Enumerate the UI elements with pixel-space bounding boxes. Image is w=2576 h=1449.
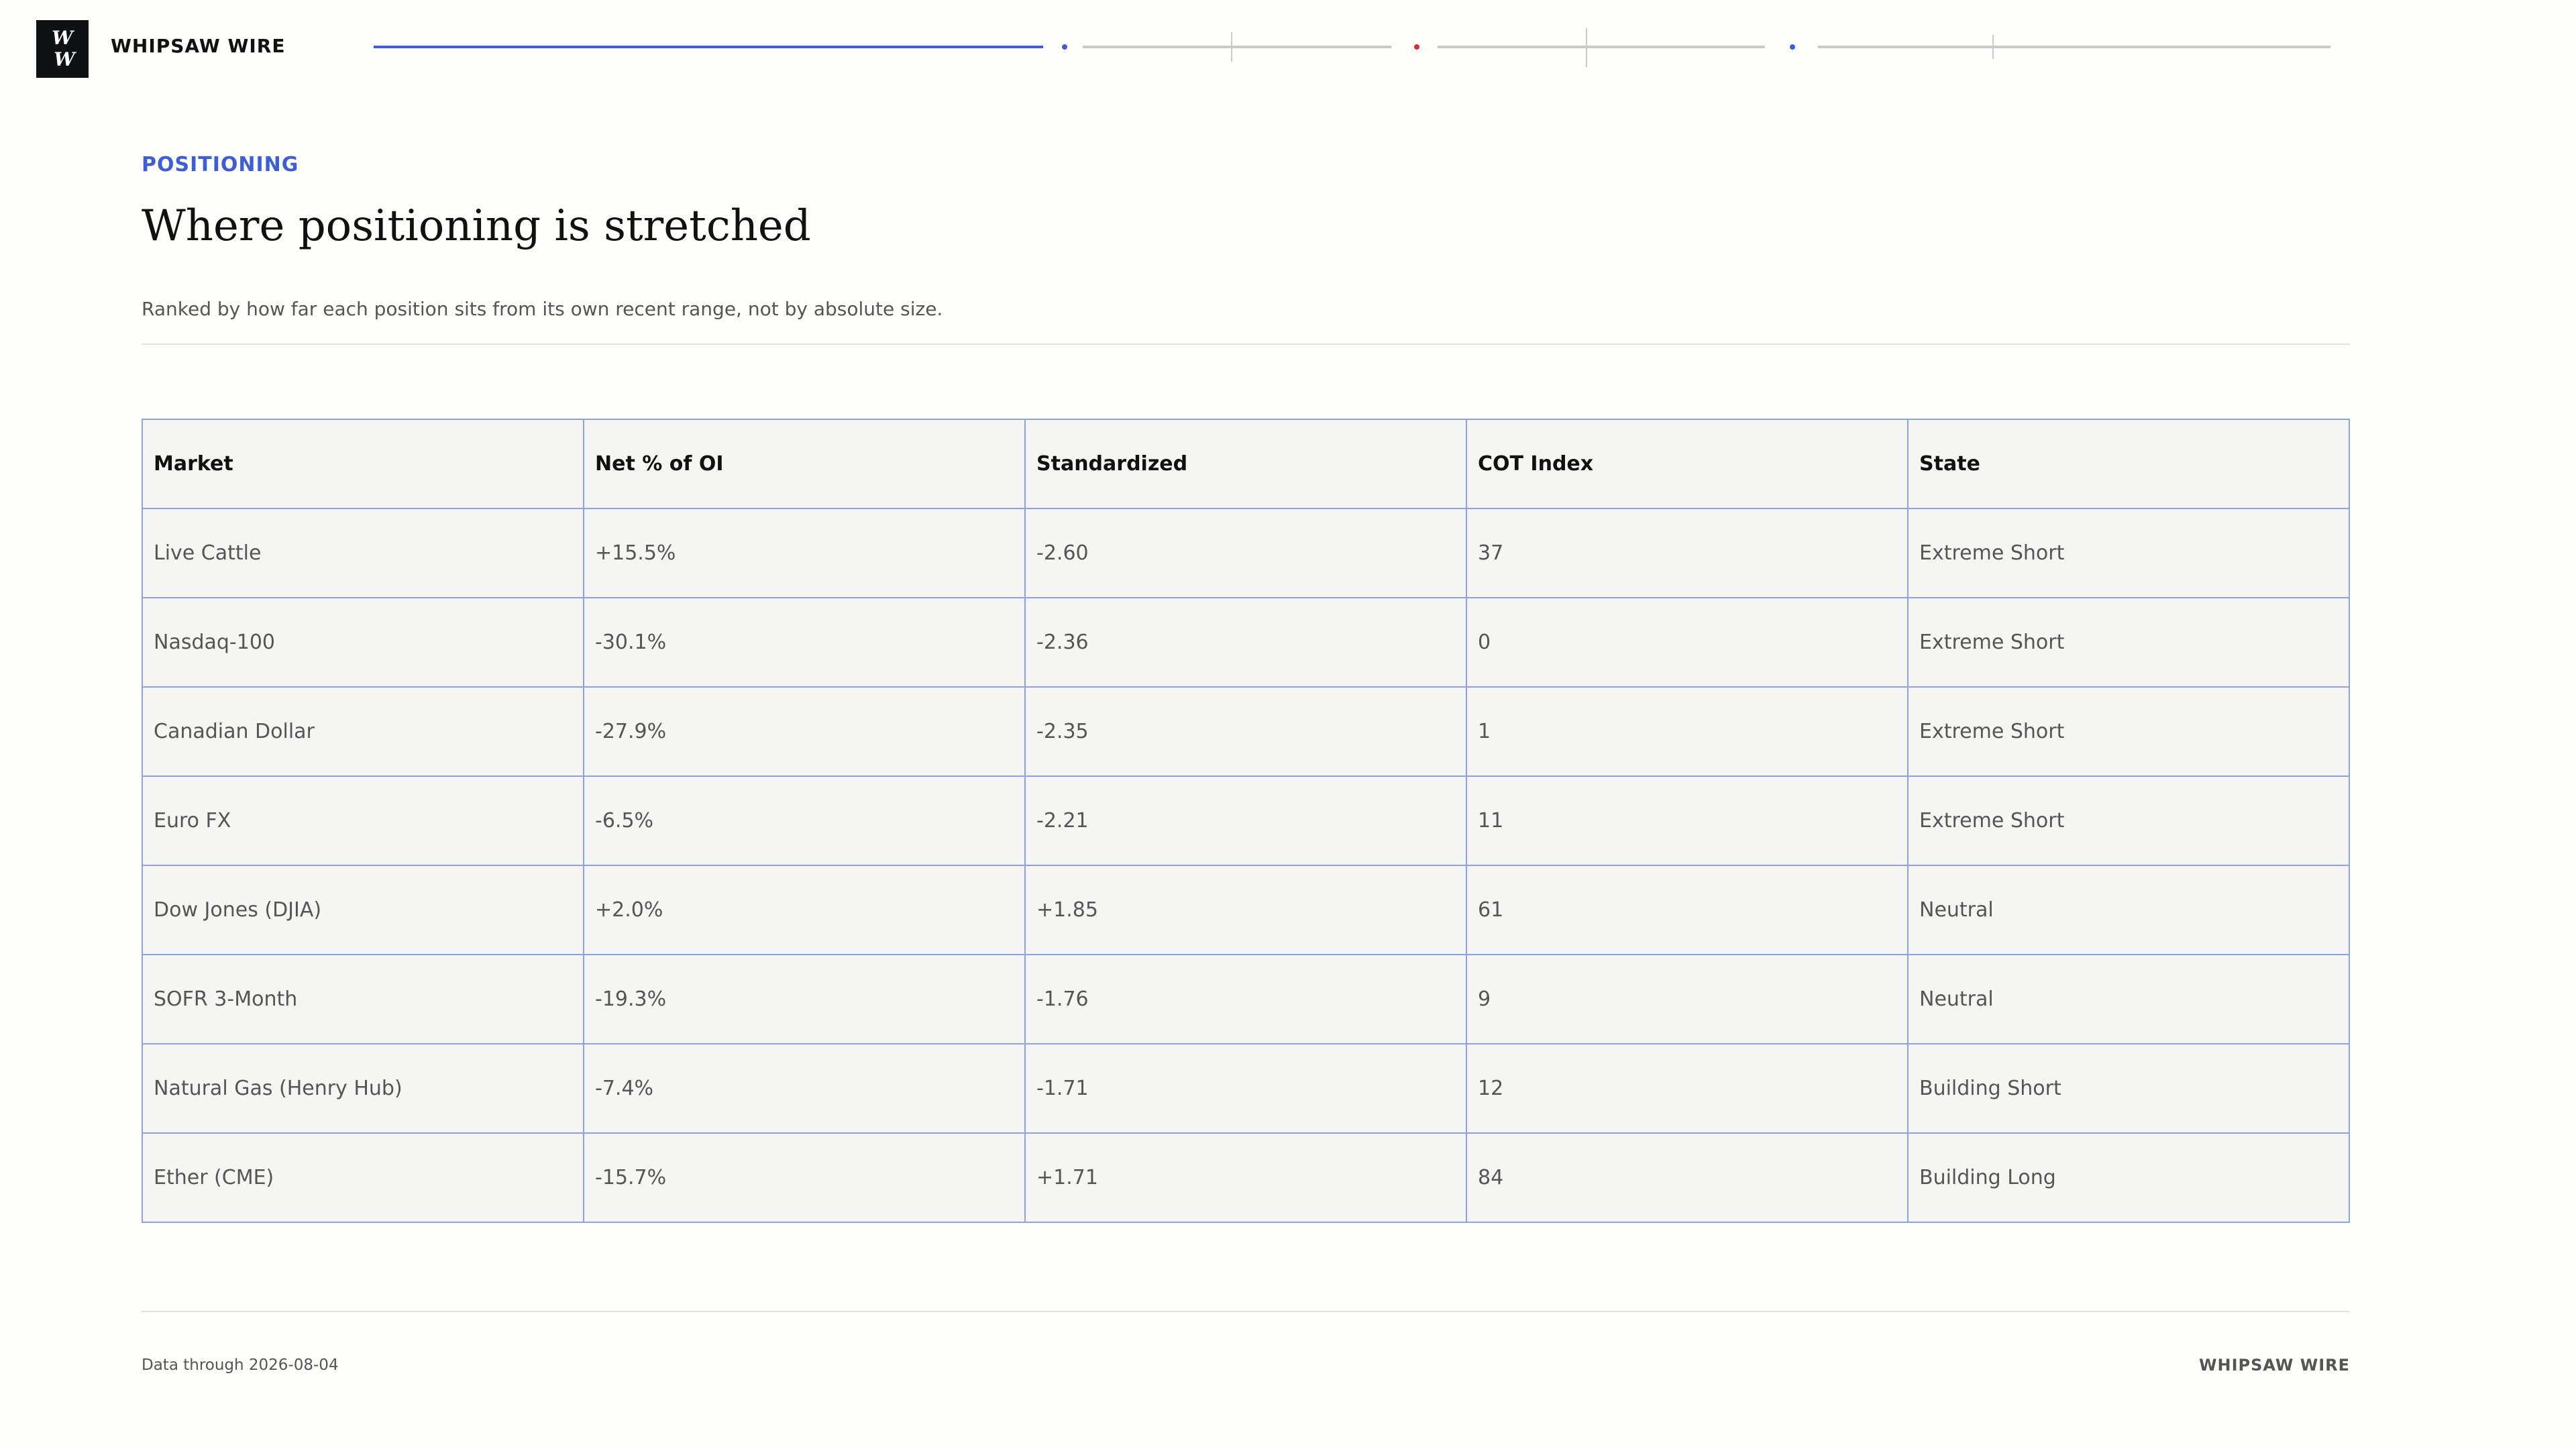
logo[interactable]: W W	[36, 20, 89, 78]
cell-standardized: -1.76	[1024, 954, 1467, 1044]
cell-standardized: +1.71	[1024, 1132, 1467, 1223]
column-header-standardized: Standardized	[1024, 419, 1467, 509]
table-row: Natural Gas (Henry Hub) -7.4% -1.71 12 B…	[142, 1043, 2350, 1134]
cell-state: Building Long	[1907, 1132, 2350, 1223]
column-header-cot-index: COT Index	[1466, 419, 1909, 509]
footer-brand: WHIPSAW WIRE	[2199, 1356, 2350, 1375]
page-title: Where positioning is stretched	[142, 201, 811, 251]
cell-state: Neutral	[1907, 865, 2350, 955]
cell-net-oi: -15.7%	[583, 1132, 1026, 1223]
timeline-segment-3	[1438, 46, 1765, 48]
cell-state: Neutral	[1907, 954, 2350, 1044]
cell-market: Ether (CME)	[142, 1132, 584, 1223]
cell-standardized: -1.71	[1024, 1043, 1467, 1134]
cell-net-oi: -27.9%	[583, 686, 1026, 777]
timeline-tick-2	[1586, 28, 1587, 67]
cell-standardized: +1.85	[1024, 865, 1467, 955]
timeline-dot-1[interactable]	[1062, 44, 1067, 50]
logo-line-2: W	[54, 48, 75, 70]
cell-net-oi: +2.0%	[583, 865, 1026, 955]
cell-cot-index: 12	[1466, 1043, 1909, 1134]
table-row: SOFR 3-Month -19.3% -1.76 9 Neutral	[142, 954, 2350, 1044]
cell-net-oi: -6.5%	[583, 775, 1026, 866]
cell-market: Euro FX	[142, 775, 584, 866]
column-header-state: State	[1907, 419, 2350, 509]
cell-cot-index: 11	[1466, 775, 1909, 866]
cell-cot-index: 61	[1466, 865, 1909, 955]
cell-net-oi: -7.4%	[583, 1043, 1026, 1134]
table-row: Dow Jones (DJIA) +2.0% +1.85 61 Neutral	[142, 865, 2350, 955]
cell-market: Natural Gas (Henry Hub)	[142, 1043, 584, 1134]
timeline-dot-3[interactable]	[1790, 44, 1795, 50]
positioning-table-container: Market Net % of OI Standardized COT Inde…	[142, 419, 2350, 1223]
brand-name[interactable]: WHIPSAW WIRE	[111, 35, 286, 57]
table-row: Nasdaq-100 -30.1% -2.36 0 Extreme Short	[142, 597, 2350, 688]
timeline-dot-2[interactable]	[1414, 44, 1419, 50]
cell-cot-index: 1	[1466, 686, 1909, 777]
table-header-row: Market Net % of OI Standardized COT Inde…	[142, 419, 2350, 509]
table-row: Ether (CME) -15.7% +1.71 84 Building Lon…	[142, 1132, 2350, 1223]
positioning-table: Market Net % of OI Standardized COT Inde…	[142, 419, 2350, 1223]
column-header-net-oi: Net % of OI	[583, 419, 1026, 509]
data-through-label: Data through 2026-08-04	[142, 1356, 339, 1374]
cell-market: Dow Jones (DJIA)	[142, 865, 584, 955]
table-row: Euro FX -6.5% -2.21 11 Extreme Short	[142, 775, 2350, 866]
table-row: Canadian Dollar -27.9% -2.35 1 Extreme S…	[142, 686, 2350, 777]
cell-standardized: -2.60	[1024, 508, 1467, 598]
table-row: Live Cattle +15.5% -2.60 37 Extreme Shor…	[142, 508, 2350, 598]
section-eyebrow: POSITIONING	[142, 153, 299, 176]
cell-state: Extreme Short	[1907, 597, 2350, 688]
cell-market: Live Cattle	[142, 508, 584, 598]
cell-standardized: -2.21	[1024, 775, 1467, 866]
logo-line-1: W	[52, 27, 73, 49]
header-divider	[142, 343, 2350, 345]
cell-market: Nasdaq-100	[142, 597, 584, 688]
cell-cot-index: 37	[1466, 508, 1909, 598]
timeline-tick-1	[1231, 32, 1232, 62]
cell-standardized: -2.35	[1024, 686, 1467, 777]
cell-standardized: -2.36	[1024, 597, 1467, 688]
timeline-segment-2	[1083, 46, 1391, 48]
footer-divider	[142, 1311, 2350, 1312]
column-header-market: Market	[142, 419, 584, 509]
timeline-tick-3	[1992, 35, 1994, 59]
cell-state: Extreme Short	[1907, 508, 2350, 598]
cell-market: Canadian Dollar	[142, 686, 584, 777]
cell-cot-index: 9	[1466, 954, 1909, 1044]
timeline-segment-4	[1818, 46, 2330, 48]
cell-state: Building Short	[1907, 1043, 2350, 1134]
cell-market: SOFR 3-Month	[142, 954, 584, 1044]
cell-state: Extreme Short	[1907, 686, 2350, 777]
cell-net-oi: -19.3%	[583, 954, 1026, 1044]
cell-net-oi: -30.1%	[583, 597, 1026, 688]
cell-state: Extreme Short	[1907, 775, 2350, 866]
cell-cot-index: 0	[1466, 597, 1909, 688]
cell-net-oi: +15.5%	[583, 508, 1026, 598]
timeline-segment-active	[374, 46, 1043, 48]
page-subtitle: Ranked by how far each position sits fro…	[142, 298, 943, 320]
cell-cot-index: 84	[1466, 1132, 1909, 1223]
